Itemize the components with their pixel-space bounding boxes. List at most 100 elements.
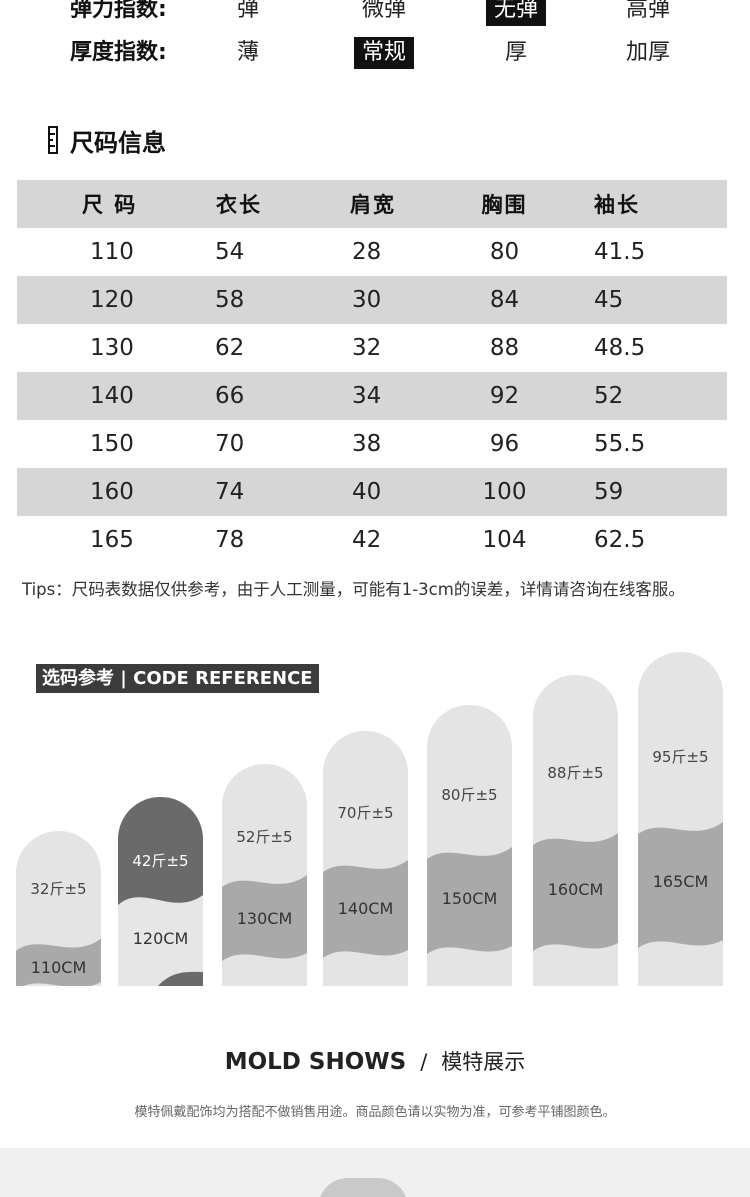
height-label: 165CM (652, 871, 709, 891)
wave-band (222, 875, 307, 961)
table-cell: 38 (352, 431, 382, 457)
table-cell: 40 (286, 468, 472, 516)
table-cell: 58 (200, 276, 286, 324)
wave-band (533, 833, 618, 951)
model-head-image (318, 1178, 408, 1197)
table-cell: 48.5 (594, 335, 646, 361)
table-cell: 28 (352, 239, 382, 265)
model-note: 模特佩戴配饰均为搭配不做销售用途。商品颜色请以实物为准，可参考平铺图颜色。 (134, 1105, 616, 1120)
thickness-option: 薄 (236, 40, 260, 65)
height-label: 140CM (337, 898, 394, 918)
size-reference-column: 70斤±5 140CM (323, 731, 408, 986)
table-cell: 70 (215, 431, 245, 457)
size-table: 尺 码 衣长 肩宽 胸围 袖长 110 54 28 80 41.5 120 58 30 84 45… (17, 180, 727, 564)
weight-label: 80斤±5 (441, 785, 498, 804)
table-cell: 32 (352, 335, 382, 361)
wave-band (16, 938, 101, 986)
elasticity-option-selected: 无弹 (485, 0, 547, 26)
weight-label: 95斤±5 (652, 747, 709, 766)
header-cell: 肩宽 (286, 180, 472, 228)
weight-label: 32斤±5 (30, 879, 87, 898)
table-cell: 74 (200, 468, 286, 516)
header-cell: 胸围 (472, 180, 537, 228)
thickness-option: 厚 (504, 40, 528, 65)
size-reference-column: 80斤±5 150CM (427, 705, 512, 986)
table-cell: 120 (17, 276, 200, 324)
table-row: 110 54 28 80 41.5 (17, 228, 727, 276)
table-cell: 42 (352, 527, 382, 553)
size-reference-column: 95斤±5 165CM (638, 652, 723, 986)
table-cell: 62 (215, 335, 245, 361)
thickness-index-row: 厚度指数: 薄 常规 厚 加厚 (0, 33, 750, 73)
table-cell: 52 (537, 372, 727, 420)
mold-shows-title: MOLD SHOWS (224, 1049, 407, 1075)
table-cell: 30 (286, 276, 472, 324)
wave-band (638, 822, 723, 948)
table-cell: 165 (90, 527, 134, 553)
height-label: 150CM (441, 889, 498, 909)
size-info-heading: 尺码信息 (48, 120, 166, 160)
thickness-option-selected: 常规 (353, 37, 415, 69)
table-cell: 78 (215, 527, 245, 553)
thickness-option: 加厚 (625, 40, 671, 65)
table-cell: 150 (90, 431, 134, 457)
table-row: 150 70 38 96 55.5 (17, 420, 727, 468)
elasticity-index-row: 弹力指数: 弹 微弹 无弹 高弹 (0, 0, 750, 30)
table-cell: 96 (489, 431, 520, 457)
table-row: 165 78 42 104 62.5 (17, 516, 727, 564)
table-cell: 84 (472, 276, 537, 324)
header-cell: 袖长 (537, 180, 727, 228)
size-reference-column: 52斤±5 130CM (222, 764, 307, 986)
code-reference-badge: 选码参考 | CODE REFERENCE (36, 664, 319, 693)
wave-band (118, 895, 203, 986)
table-header-row: 尺 码 衣长 肩宽 胸围 袖长 (17, 180, 727, 228)
elasticity-option: 微弹 (361, 0, 407, 22)
table-cell: 41.5 (594, 239, 646, 265)
mold-shows-subtitle: 模特展示 (441, 1050, 526, 1074)
table-cell: 110 (90, 239, 134, 265)
mold-shows-heading: MOLD SHOWS / 模特展示 (0, 1046, 750, 1076)
table-cell: 45 (537, 276, 727, 324)
header-cell: 衣长 (200, 180, 286, 228)
weight-label: 70斤±5 (337, 804, 394, 823)
size-reference-column: 88斤±5 160CM (533, 675, 618, 986)
weight-label: 42斤±5 (132, 851, 189, 870)
size-tips: Tips：尺码表数据仅供参考，由于人工测量，可能有1-3cm的误差，详情请咨询在… (22, 580, 685, 599)
mold-shows-separator: / (420, 1050, 428, 1074)
elasticity-option: 弹 (236, 0, 260, 22)
wave-band (323, 860, 408, 958)
weight-label: 52斤±5 (236, 828, 293, 847)
table-row: 140 66 34 92 52 (17, 372, 727, 420)
table-cell: 92 (472, 372, 537, 420)
table-cell: 140 (17, 372, 200, 420)
model-photo (0, 1148, 750, 1197)
table-row: 120 58 30 84 45 (17, 276, 727, 324)
ruler-icon (48, 126, 58, 154)
table-cell: 80 (489, 239, 520, 265)
table-cell: 160 (17, 468, 200, 516)
size-reference-column: 42斤±5 120CM (118, 797, 203, 986)
table-cell: 88 (489, 335, 520, 361)
table-cell: 54 (215, 239, 245, 265)
table-cell: 104 (482, 527, 527, 553)
table-cell: 59 (537, 468, 727, 516)
table-cell: 34 (286, 372, 472, 420)
elasticity-option: 高弹 (625, 0, 671, 22)
wave-band (427, 847, 512, 954)
size-reference-column: 32斤±5 110CM (16, 831, 101, 986)
table-row: 130 62 32 88 48.5 (17, 324, 727, 372)
height-label: 160CM (547, 879, 604, 899)
size-info-title: 尺码信息 (70, 128, 166, 157)
height-label: 120CM (132, 929, 189, 949)
table-row: 160 74 40 100 59 (17, 468, 727, 516)
table-cell: 55.5 (594, 431, 646, 457)
header-cell: 尺 码 (17, 180, 200, 228)
table-cell: 130 (90, 335, 134, 361)
wave-band (158, 971, 203, 986)
table-cell: 66 (200, 372, 286, 420)
height-label: 110CM (30, 958, 87, 978)
elasticity-index-label: 弹力指数: (70, 0, 167, 22)
table-cell: 100 (472, 468, 537, 516)
height-label: 130CM (236, 909, 293, 929)
weight-label: 88斤±5 (547, 764, 604, 783)
